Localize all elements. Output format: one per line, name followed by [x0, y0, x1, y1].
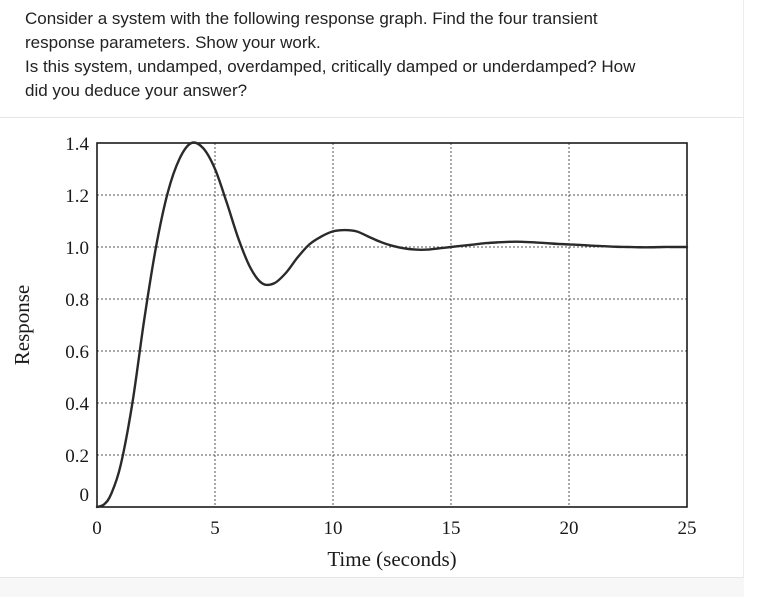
- y-tick-label: 1.0: [65, 238, 89, 259]
- question-card: Consider a system with the following res…: [0, 0, 744, 118]
- response-curve-line: [95, 141, 689, 509]
- x-tick-label: 15: [442, 518, 461, 539]
- y-tick-label: 1.4: [65, 134, 89, 155]
- question-text: Consider a system with the following res…: [25, 9, 636, 100]
- x-tick-label: 20: [560, 518, 579, 539]
- chart-series: [95, 141, 689, 509]
- y-axis-label: Response: [10, 285, 34, 366]
- x-axis-label: Time (seconds): [327, 547, 456, 571]
- chart-grid: [97, 143, 687, 507]
- y-tick-label: 0: [80, 485, 90, 506]
- y-tick-labels: 0 0.2 0.4 0.6 0.8 1.0 1.2 1.4: [65, 134, 89, 506]
- y-tick-label: 0.8: [65, 290, 89, 311]
- x-tick-label: 5: [210, 518, 220, 539]
- x-tick-label: 0: [92, 518, 102, 539]
- y-tick-label: 1.2: [65, 186, 89, 207]
- figure-card: [0, 118, 744, 578]
- y-tick-label: 0.2: [65, 446, 89, 467]
- x-tick-label: 10: [324, 518, 343, 539]
- x-tick-label: 25: [678, 518, 697, 539]
- x-tick-labels: 0 5 10 15 20 25: [92, 518, 696, 539]
- y-tick-label: 0.4: [65, 394, 89, 415]
- footer-strip: [0, 578, 744, 597]
- response-chart: 0 0.2 0.4 0.6 0.8 1.0 1.2 1.4 0 5 10 15 20 25 Time (…: [10, 134, 697, 571]
- plot-frame: [96, 142, 688, 508]
- y-tick-label: 0.6: [65, 342, 89, 363]
